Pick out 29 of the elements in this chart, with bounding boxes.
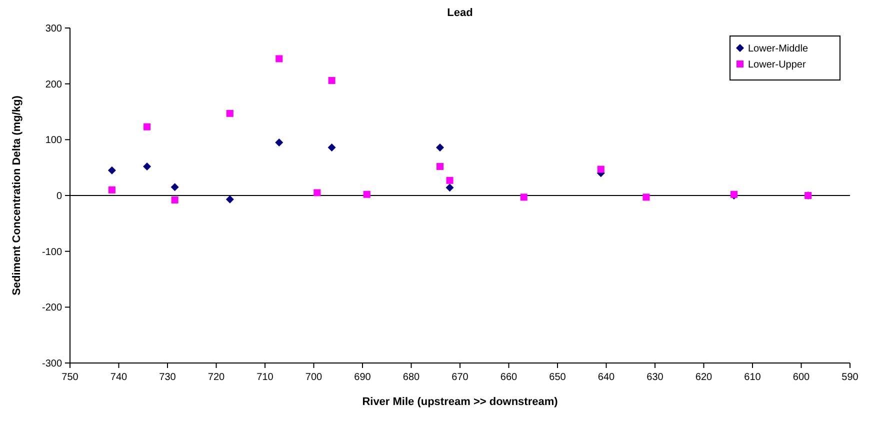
x-tick-label: 650 xyxy=(549,372,566,383)
y-tick-label: -200 xyxy=(42,302,62,314)
x-tick-label: 740 xyxy=(110,372,128,383)
y-tick-label: -100 xyxy=(42,246,62,258)
x-axis-title: River Mile (upstream >> downstream) xyxy=(362,396,558,408)
x-tick-label: 660 xyxy=(500,372,518,383)
x-tick-label: 710 xyxy=(256,372,274,383)
legend-label: Lower-Middle xyxy=(748,44,808,54)
x-tick-label: 720 xyxy=(208,372,226,383)
x-tick-label: 590 xyxy=(842,372,859,383)
y-tick-label: 300 xyxy=(45,24,62,34)
y-tick-label: 100 xyxy=(45,135,62,146)
x-tick-label: 630 xyxy=(646,372,664,383)
x-tick-label: 690 xyxy=(354,372,372,383)
y-tick-label: 200 xyxy=(45,79,62,90)
legend-label: Lower-Upper xyxy=(748,60,806,70)
x-tick-label: 670 xyxy=(452,372,469,383)
x-tick-label: 640 xyxy=(598,372,616,383)
x-tick-label: 620 xyxy=(695,372,713,383)
x-tick-label: 700 xyxy=(305,372,323,383)
y-tick-label: 0 xyxy=(56,191,62,202)
x-tick-label: 610 xyxy=(744,372,762,383)
x-tick-label: 600 xyxy=(792,372,810,383)
x-tick-label: 680 xyxy=(402,372,420,383)
chart-title: Lead xyxy=(447,7,473,19)
x-tick-label: 750 xyxy=(62,372,79,383)
y-axis-title: Sediment Concentration Delta (mg/kg) xyxy=(11,95,23,296)
x-tick-label: 730 xyxy=(159,372,176,383)
y-tick-label: -300 xyxy=(42,358,62,370)
